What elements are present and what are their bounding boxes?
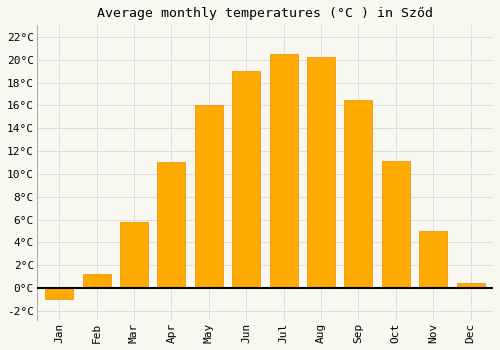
Title: Average monthly temperatures (°C ) in Sződ: Average monthly temperatures (°C ) in Sz… — [97, 7, 433, 20]
Bar — [82, 274, 110, 288]
Bar — [45, 288, 73, 300]
Bar — [344, 100, 372, 288]
Bar — [419, 231, 447, 288]
Bar — [456, 284, 484, 288]
Bar — [158, 162, 186, 288]
Bar — [270, 54, 297, 288]
Bar — [382, 161, 410, 288]
Bar — [120, 222, 148, 288]
Bar — [195, 105, 223, 288]
Bar — [307, 57, 335, 288]
Bar — [232, 71, 260, 288]
